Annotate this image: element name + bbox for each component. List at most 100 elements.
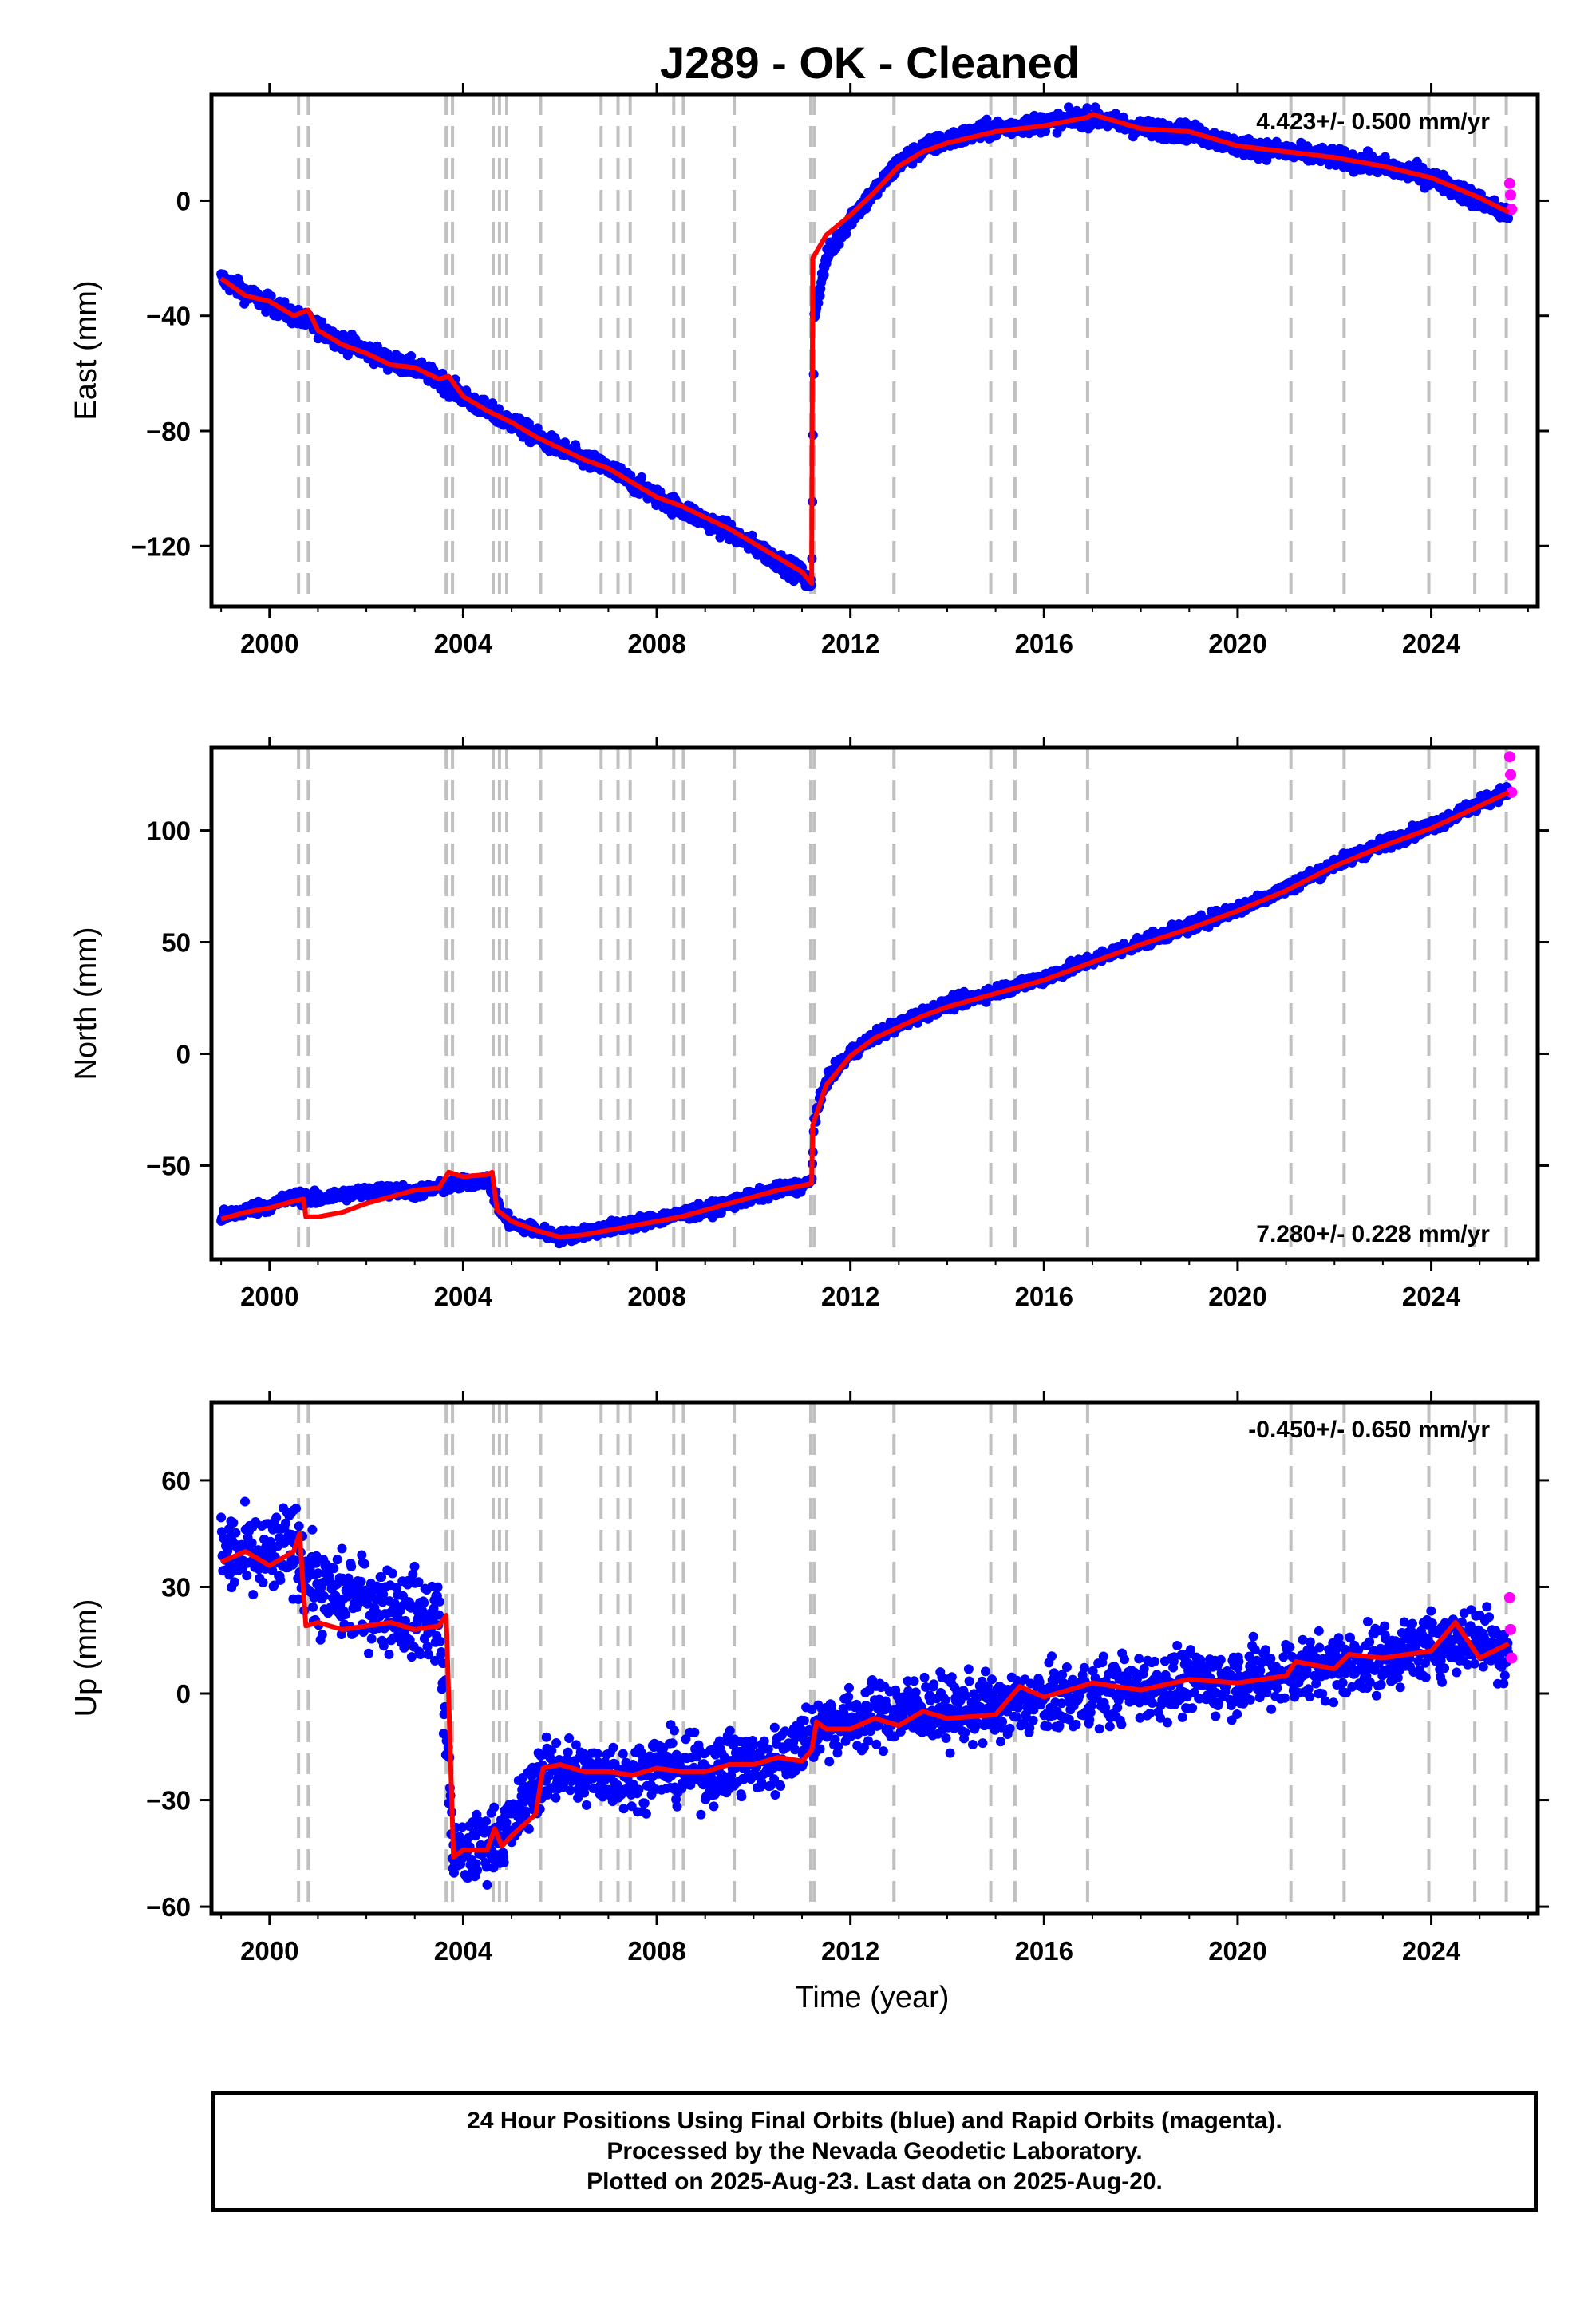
x-tick-label: 2008 xyxy=(627,1282,685,1311)
data-point xyxy=(269,1580,279,1591)
data-point xyxy=(400,1615,410,1626)
plot-area xyxy=(216,1402,1518,1914)
data-point xyxy=(356,1576,366,1587)
x-tick-label: 2004 xyxy=(434,1282,493,1311)
x-tick-label: 2024 xyxy=(1402,1282,1461,1311)
model-line xyxy=(219,112,1510,587)
rate-label: 4.423+/- 0.500 mm/yr xyxy=(1256,109,1490,135)
rapid-point xyxy=(1503,177,1515,189)
data-point xyxy=(377,1572,386,1582)
data-point xyxy=(229,1577,239,1587)
data-point xyxy=(223,1546,233,1556)
panel-north: 2000 2004 2008 2012 2016 2020 2024−50050100Nor… xyxy=(69,737,1549,1311)
data-point xyxy=(271,1512,282,1523)
data-point xyxy=(291,1504,301,1513)
data-point xyxy=(378,1589,389,1599)
data-point xyxy=(329,1563,339,1574)
final-orbit-points xyxy=(216,1496,1514,1890)
data-point xyxy=(319,1591,329,1601)
data-point xyxy=(240,1496,250,1507)
data-point xyxy=(841,229,851,239)
data-point xyxy=(228,1518,239,1528)
chart-title: J289 - OK - Cleaned xyxy=(660,38,1080,88)
y-tick-label: 0 xyxy=(176,1039,191,1069)
panel-east: 2000 2004 2008 2012 2016 2020 2024−120−80−400E… xyxy=(69,83,1549,658)
data-point xyxy=(1503,213,1514,223)
data-point xyxy=(332,1555,342,1565)
data-point xyxy=(406,351,417,361)
data-point xyxy=(317,1630,327,1640)
rate-label: 7.280+/- 0.228 mm/yr xyxy=(1256,1221,1490,1247)
data-point xyxy=(392,1583,401,1593)
x-tick-label: 2000 xyxy=(240,1282,298,1311)
y-tick-label: −120 xyxy=(132,532,191,561)
data-point xyxy=(242,1571,252,1581)
data-point xyxy=(340,1610,350,1619)
rapid-point xyxy=(1506,786,1518,798)
data-point xyxy=(308,1602,318,1612)
data-point xyxy=(337,1543,347,1554)
final-orbit-points xyxy=(216,102,1514,591)
data-point xyxy=(280,1518,290,1528)
plot-frame xyxy=(209,745,1540,1262)
x-tick-label: 2012 xyxy=(821,1282,879,1311)
model-line xyxy=(220,790,1510,1239)
data-point xyxy=(488,398,498,409)
data-point xyxy=(406,1652,417,1662)
x-tick-label: 2016 xyxy=(1015,1282,1073,1311)
data-point xyxy=(364,1648,373,1658)
x-tick-label: 2020 xyxy=(1208,1282,1266,1311)
y-tick-label: 100 xyxy=(147,816,191,846)
plot-area xyxy=(216,748,1518,1259)
data-point xyxy=(266,291,276,301)
data-point xyxy=(258,1577,268,1587)
data-point xyxy=(357,1550,367,1560)
x-tick-label: 2004 xyxy=(434,629,493,658)
data-point xyxy=(247,1538,257,1548)
y-tick-label: −80 xyxy=(146,417,191,446)
data-point xyxy=(231,1528,241,1538)
data-point xyxy=(310,1558,321,1568)
data-point xyxy=(1082,103,1092,113)
data-point xyxy=(294,1521,304,1531)
data-point xyxy=(313,1568,323,1579)
data-point xyxy=(248,1590,259,1600)
data-point xyxy=(359,1559,369,1569)
rapid-orbit-points xyxy=(1503,751,1518,798)
data-point xyxy=(384,1650,394,1659)
data-point xyxy=(336,1630,346,1639)
data-point xyxy=(819,270,829,280)
data-point xyxy=(366,1634,377,1644)
rapid-point xyxy=(1505,189,1517,201)
data-point xyxy=(408,1569,418,1579)
data-point xyxy=(266,1536,275,1547)
data-point xyxy=(387,1568,397,1579)
data-point xyxy=(307,1524,318,1535)
x-tick-label: 2016 xyxy=(1015,629,1073,658)
y-tick-label: 50 xyxy=(161,928,191,958)
data-point xyxy=(275,1575,286,1585)
x-tick-label: 2020 xyxy=(1208,629,1266,658)
data-point xyxy=(293,1594,303,1604)
final-orbit-points xyxy=(216,782,1514,1249)
plot-frame xyxy=(209,92,1540,609)
panel-up: 2000 2004 2008 2012 2016 2020 2024−60−3003060U… xyxy=(69,1391,1549,1966)
plot-area xyxy=(216,94,1518,607)
y-tick-label: −40 xyxy=(146,302,191,331)
data-point xyxy=(637,472,647,482)
data-point xyxy=(982,114,992,124)
rapid-orbit-points xyxy=(1503,177,1518,215)
y-axis-label: East (mm) xyxy=(69,280,103,420)
y-tick-label: 0 xyxy=(176,186,191,215)
rapid-point xyxy=(1506,204,1518,215)
data-point xyxy=(378,1641,389,1651)
data-point xyxy=(346,1562,357,1571)
data-point xyxy=(216,1512,227,1523)
x-tick-label: 2008 xyxy=(627,629,685,658)
data-point xyxy=(815,290,825,301)
rapid-point xyxy=(1503,751,1515,763)
y-axis-label: North (mm) xyxy=(69,927,103,1080)
x-tick-label: 2012 xyxy=(821,629,879,658)
data-point xyxy=(1064,102,1074,113)
